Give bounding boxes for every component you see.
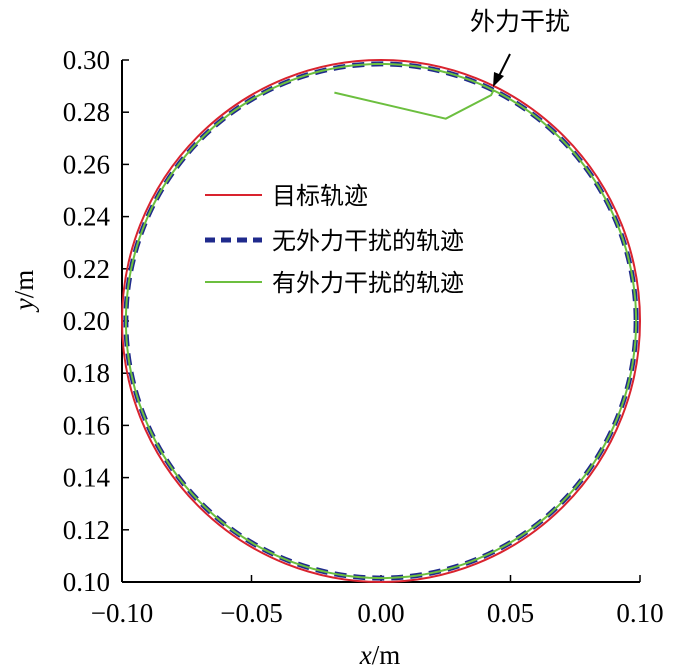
y-tick-label: 0.12 [63, 515, 110, 545]
x-tick-label: 0.00 [357, 598, 404, 628]
legend-label-with-disturbance: 有外力干扰的轨迹 [272, 269, 464, 297]
disturbance-annotation-label: 外力干扰 [470, 7, 570, 36]
disturbance-annotation: 外力干扰 [470, 7, 570, 87]
series-target-line [121, 59, 641, 583]
y-tick-label: 0.24 [63, 202, 111, 232]
y-tick-label: 0.18 [63, 358, 110, 388]
series-group [121, 59, 641, 583]
x-tick-label: 0.10 [616, 598, 663, 628]
tick-labels: −0.10 −0.05 0.00 0.05 0.10 0.10 0.12 0.14 0.16 0.… [63, 45, 664, 628]
legend-label-no-disturbance: 无外力干扰的轨迹 [272, 227, 464, 255]
y-tick-label: 0.10 [63, 567, 110, 597]
y-tick-label: 0.22 [63, 254, 110, 284]
y-tick-label: 0.30 [63, 45, 110, 75]
y-tick-label: 0.20 [63, 306, 110, 336]
series-no-disturbance-line [123, 61, 639, 581]
x-tick-label: 0.05 [487, 598, 534, 628]
legend-label-target: 目标轨迹 [272, 182, 368, 210]
x-axis-label: x/m [359, 640, 401, 670]
x-tick-label: −0.10 [91, 598, 153, 628]
disturbance-arrow-head [493, 72, 504, 87]
y-tick-label: 0.28 [63, 97, 110, 127]
y-tick-label: 0.26 [63, 149, 110, 179]
series-with-disturbance-line [124, 62, 638, 580]
x-tick-label: −0.05 [220, 598, 282, 628]
y-tick-label: 0.16 [63, 410, 110, 440]
y-axis-label: y/m [9, 270, 39, 314]
y-tick-label: 0.14 [63, 463, 111, 493]
legend: 目标轨迹 无外力干扰的轨迹 有外力干扰的轨迹 [205, 182, 464, 297]
disturbance-arrow-shaft [497, 53, 511, 79]
